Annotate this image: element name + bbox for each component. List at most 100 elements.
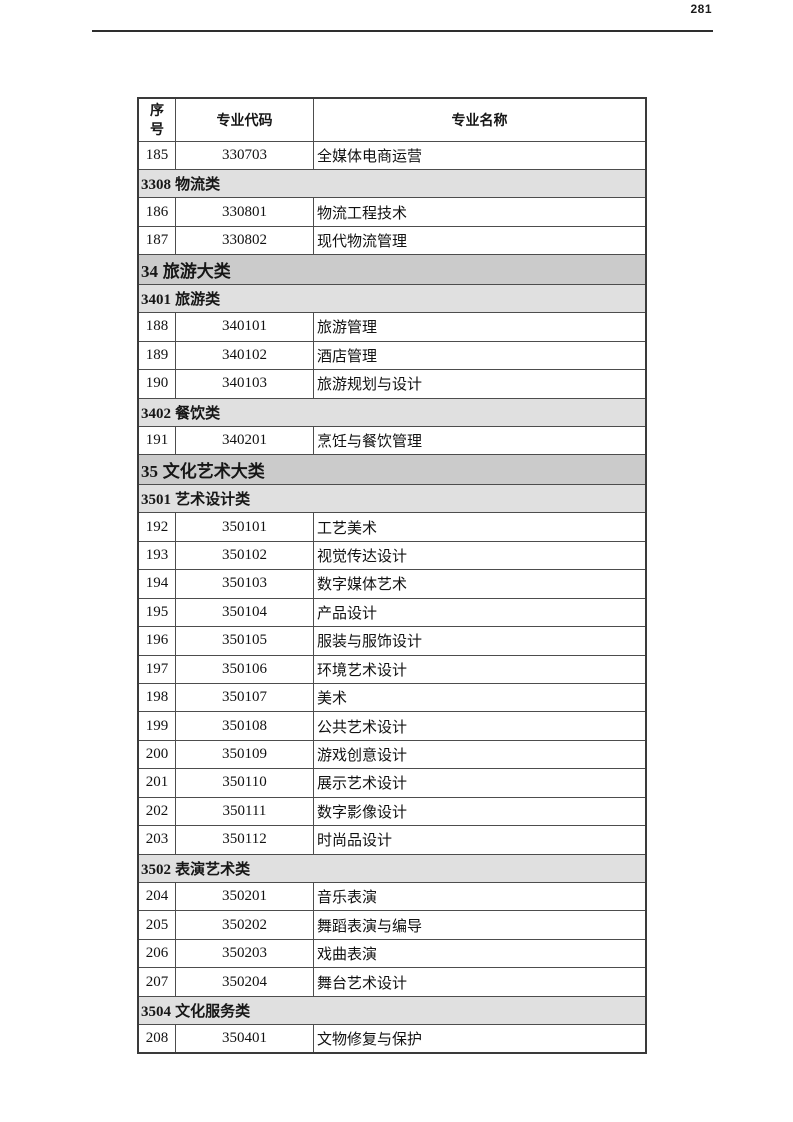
table-row: 185 330703 全媒体电商运营 [137, 140, 647, 170]
table-body: 185 330703 全媒体电商运营 3308 物流类 186 330801 物流工程技术 1… [137, 140, 647, 1054]
section-label: 物流类 [171, 176, 221, 194]
table-row: 196 350105 服装与服饰设计 [137, 626, 647, 656]
cell-major-code: 340103 [175, 369, 314, 399]
section-cell: 3402 餐饮类 [137, 397, 647, 427]
section-label: 文化艺术大类 [158, 462, 265, 482]
section-cell: 3308 物流类 [137, 168, 647, 199]
cell-major-name: 舞台艺术设计 [313, 967, 647, 997]
cell-major-name: 旅游管理 [313, 312, 647, 342]
cell-major-code: 340201 [175, 425, 314, 456]
table-row: 207 350204 舞台艺术设计 [137, 967, 647, 997]
cell-major-code: 350102 [175, 540, 314, 571]
cell-major-code: 330801 [175, 197, 314, 227]
header-major-name: 专业名称 [313, 97, 647, 142]
table-row: 188 340101 旅游管理 [137, 312, 647, 342]
section-label: 艺术设计类 [171, 491, 251, 509]
cell-serial-number: 195 [137, 597, 176, 628]
table-row: 195 350104 产品设计 [137, 597, 647, 628]
cell-serial-number: 185 [137, 140, 176, 170]
section-cell: 3401 旅游类 [137, 283, 647, 314]
cell-major-code: 330703 [175, 140, 314, 170]
cell-serial-number: 206 [137, 938, 176, 969]
section-cell: 34 旅游大类 [137, 254, 647, 285]
cell-major-name: 环境艺术设计 [313, 654, 647, 684]
cell-major-code: 350110 [175, 768, 314, 798]
cell-major-name: 现代物流管理 [313, 225, 647, 256]
header-serial-label: 序 号 [150, 101, 164, 137]
cell-serial-number: 198 [137, 682, 176, 713]
subsection-row: 3308 物流类 [137, 168, 647, 199]
section-cell: 3502 表演艺术类 [137, 853, 647, 884]
section-code: 3502 [141, 861, 171, 878]
cell-serial-number: 202 [137, 796, 176, 827]
table-row: 208 350401 文物修复与保护 [137, 1024, 647, 1054]
cell-serial-number: 190 [137, 369, 176, 399]
cell-major-name: 物流工程技术 [313, 197, 647, 227]
table-row: 187 330802 现代物流管理 [137, 225, 647, 256]
section-cell: 35 文化艺术大类 [137, 454, 647, 485]
cell-major-name: 酒店管理 [313, 340, 647, 371]
cell-major-code: 350106 [175, 654, 314, 684]
cell-serial-number: 191 [137, 425, 176, 456]
cell-serial-number: 186 [137, 197, 176, 227]
section-code: 3401 [141, 291, 171, 308]
cell-major-name: 游戏创意设计 [313, 739, 647, 770]
section-code: 3504 [141, 1003, 171, 1020]
table-row: 193 350102 视觉传达设计 [137, 540, 647, 571]
cell-major-name: 美术 [313, 682, 647, 713]
cell-major-code: 350103 [175, 569, 314, 599]
cell-serial-number: 207 [137, 967, 176, 997]
table-row: 200 350109 游戏创意设计 [137, 739, 647, 770]
subsection-row: 3502 表演艺术类 [137, 853, 647, 884]
table-row: 198 350107 美术 [137, 682, 647, 713]
cell-major-code: 350112 [175, 825, 314, 855]
section-code: 35 [141, 462, 158, 482]
table-row: 186 330801 物流工程技术 [137, 197, 647, 227]
cell-major-name: 视觉传达设计 [313, 540, 647, 571]
subsection-row: 3501 艺术设计类 [137, 483, 647, 514]
cell-major-name: 数字媒体艺术 [313, 569, 647, 599]
major-section-row: 34 旅游大类 [137, 254, 647, 285]
cell-major-code: 340101 [175, 312, 314, 342]
table-row: 202 350111 数字影像设计 [137, 796, 647, 827]
cell-major-code: 350111 [175, 796, 314, 827]
header-major-code: 专业代码 [175, 97, 314, 142]
cell-serial-number: 187 [137, 225, 176, 256]
cell-major-name: 数字影像设计 [313, 796, 647, 827]
header-row: 序 号 专业代码 专业名称 [137, 97, 647, 142]
cell-major-name: 烹饪与餐饮管理 [313, 425, 647, 456]
cell-major-code: 340102 [175, 340, 314, 371]
section-code: 34 [141, 262, 158, 281]
section-code: 3308 [141, 177, 171, 194]
subsection-row: 3504 文化服务类 [137, 995, 647, 1026]
cell-serial-number: 188 [137, 312, 176, 342]
cell-serial-number: 204 [137, 881, 176, 912]
section-code: 3501 [141, 492, 171, 509]
table-row: 190 340103 旅游规划与设计 [137, 369, 647, 399]
cell-serial-number: 203 [137, 825, 176, 855]
cell-major-name: 戏曲表演 [313, 938, 647, 969]
cell-serial-number: 205 [137, 910, 176, 940]
cell-major-code: 350203 [175, 938, 314, 969]
cell-major-code: 350105 [175, 626, 314, 656]
cell-serial-number: 199 [137, 711, 176, 741]
section-label: 文化服务类 [171, 1002, 251, 1020]
table-row: 204 350201 音乐表演 [137, 881, 647, 912]
header-rule [92, 30, 713, 32]
section-label: 旅游大类 [158, 262, 231, 281]
cell-major-code: 350401 [175, 1024, 314, 1054]
cell-major-name: 全媒体电商运营 [313, 140, 647, 170]
majors-table: 序 号 专业代码 专业名称 185 330703 全媒体电商运营 3308 物流类 18… [137, 97, 647, 1055]
section-cell: 3501 艺术设计类 [137, 483, 647, 514]
table-row: 206 350203 戏曲表演 [137, 938, 647, 969]
table-row: 201 350110 展示艺术设计 [137, 768, 647, 798]
cell-serial-number: 196 [137, 626, 176, 656]
table-row: 197 350106 环境艺术设计 [137, 654, 647, 684]
section-code: 3402 [141, 405, 171, 422]
cell-major-name: 音乐表演 [313, 881, 647, 912]
cell-major-name: 公共艺术设计 [313, 711, 647, 741]
section-label: 表演艺术类 [171, 860, 251, 878]
cell-major-code: 350101 [175, 512, 314, 542]
cell-major-code: 350204 [175, 967, 314, 997]
cell-major-name: 工艺美术 [313, 512, 647, 542]
